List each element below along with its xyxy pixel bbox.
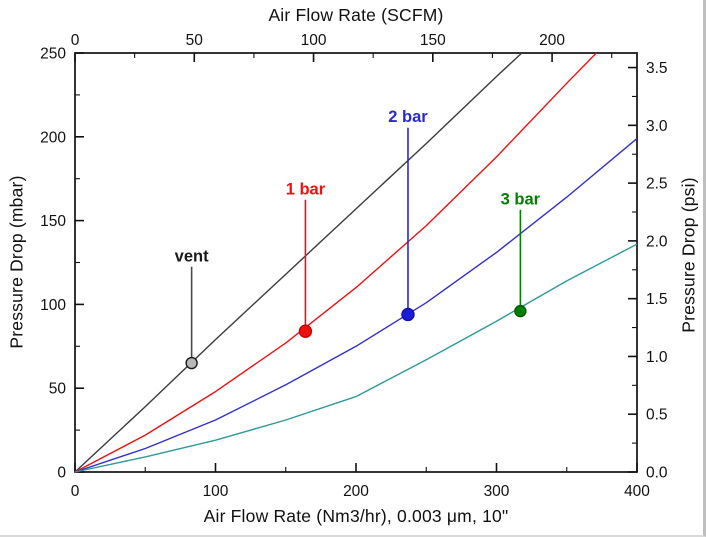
bottom-axis-tick-label: 400 [624,483,650,500]
bottom-axis-tick-label: 0 [71,483,80,500]
right-axis-tick-label: 1.0 [646,349,668,366]
annotation-3bar-label: 3 bar [501,190,541,208]
series-3bar-line [74,243,638,473]
series-vent-line [74,52,523,473]
right-axis-tick-label: 3.5 [646,60,668,77]
series-1bar-line [74,52,597,473]
right-axis-tick-label: 1.5 [646,291,668,308]
top-axis-tick-label: 0 [71,32,80,49]
left-axis-tick-label: 100 [40,297,66,314]
plot-frame [74,52,638,473]
top-axis-tick-label: 50 [186,32,204,49]
left-axis-tick-label: 0 [57,465,66,482]
annotation-1bar-marker [298,324,313,338]
annotation-2bar-label: 2 bar [388,108,428,126]
top-axis-title: Air Flow Rate (SCFM) [268,5,444,25]
annotation-3bar-marker [514,304,527,318]
top-axis-tick-label: 100 [301,32,327,49]
bottom-axis-tick-label: 300 [484,483,510,500]
annotation-1bar-label: 1 bar [286,180,326,198]
top-axis-tick-label: 150 [420,32,446,49]
bottom-axis-tick-label: 200 [343,483,369,500]
top-axis-tick-label: 200 [539,32,565,49]
right-axis-tick-label: 0.0 [646,465,668,482]
left-axis-tick-label: 200 [40,129,66,146]
annotation-2bar-marker [401,307,415,322]
bottom-axis-title: Air Flow Rate (Nm3/hr), 0.003 μm, 10" [203,506,509,526]
left-axis-tick-label: 50 [49,381,67,398]
right-axis-tick-label: 2.5 [646,176,668,193]
right-axis-tick-label: 0.5 [646,407,668,424]
right-axis-tick-label: 2.0 [646,233,668,250]
left-axis-tick-label: 250 [40,46,66,63]
bottom-axis-tick-label: 100 [203,483,229,500]
annotation-vent-marker [185,356,198,370]
annotation-vent-label: vent [175,247,209,265]
right-axis-tick-label: 3.0 [646,118,668,135]
left-axis-tick-label: 150 [40,213,66,230]
series-2bar-line [74,137,638,473]
